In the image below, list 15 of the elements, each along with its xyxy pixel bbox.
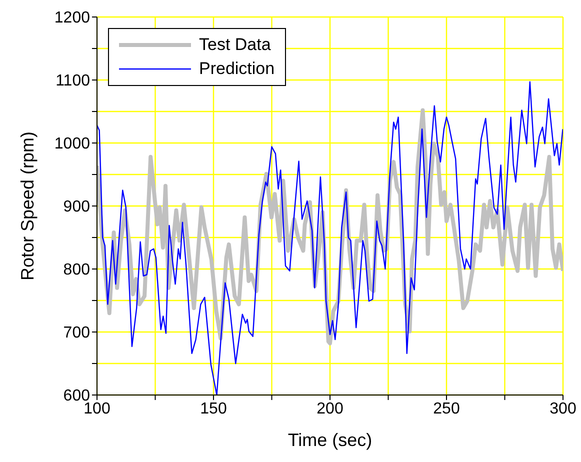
y-tick-label: 800 [63,262,90,279]
x-tick-label: 150 [200,400,227,418]
y-tick-label: 1000 [54,136,90,153]
x-tick-label: 300 [550,400,576,418]
legend-label: Prediction [199,58,275,80]
y-axis-title: Rotor Speed (rpm) [17,131,38,281]
y-tick-label: 1200 [54,10,90,27]
x-tick-label: 250 [433,400,460,418]
y-tick-label: 700 [63,324,90,342]
x-axis-title: Time (sec) [288,430,372,450]
x-tick-label: 200 [316,400,344,418]
x-tick-label: 100 [84,400,110,418]
y-tick-label: 1100 [56,72,90,90]
legend-label: Test Data [199,34,271,56]
y-tick-label: 900 [63,198,90,216]
